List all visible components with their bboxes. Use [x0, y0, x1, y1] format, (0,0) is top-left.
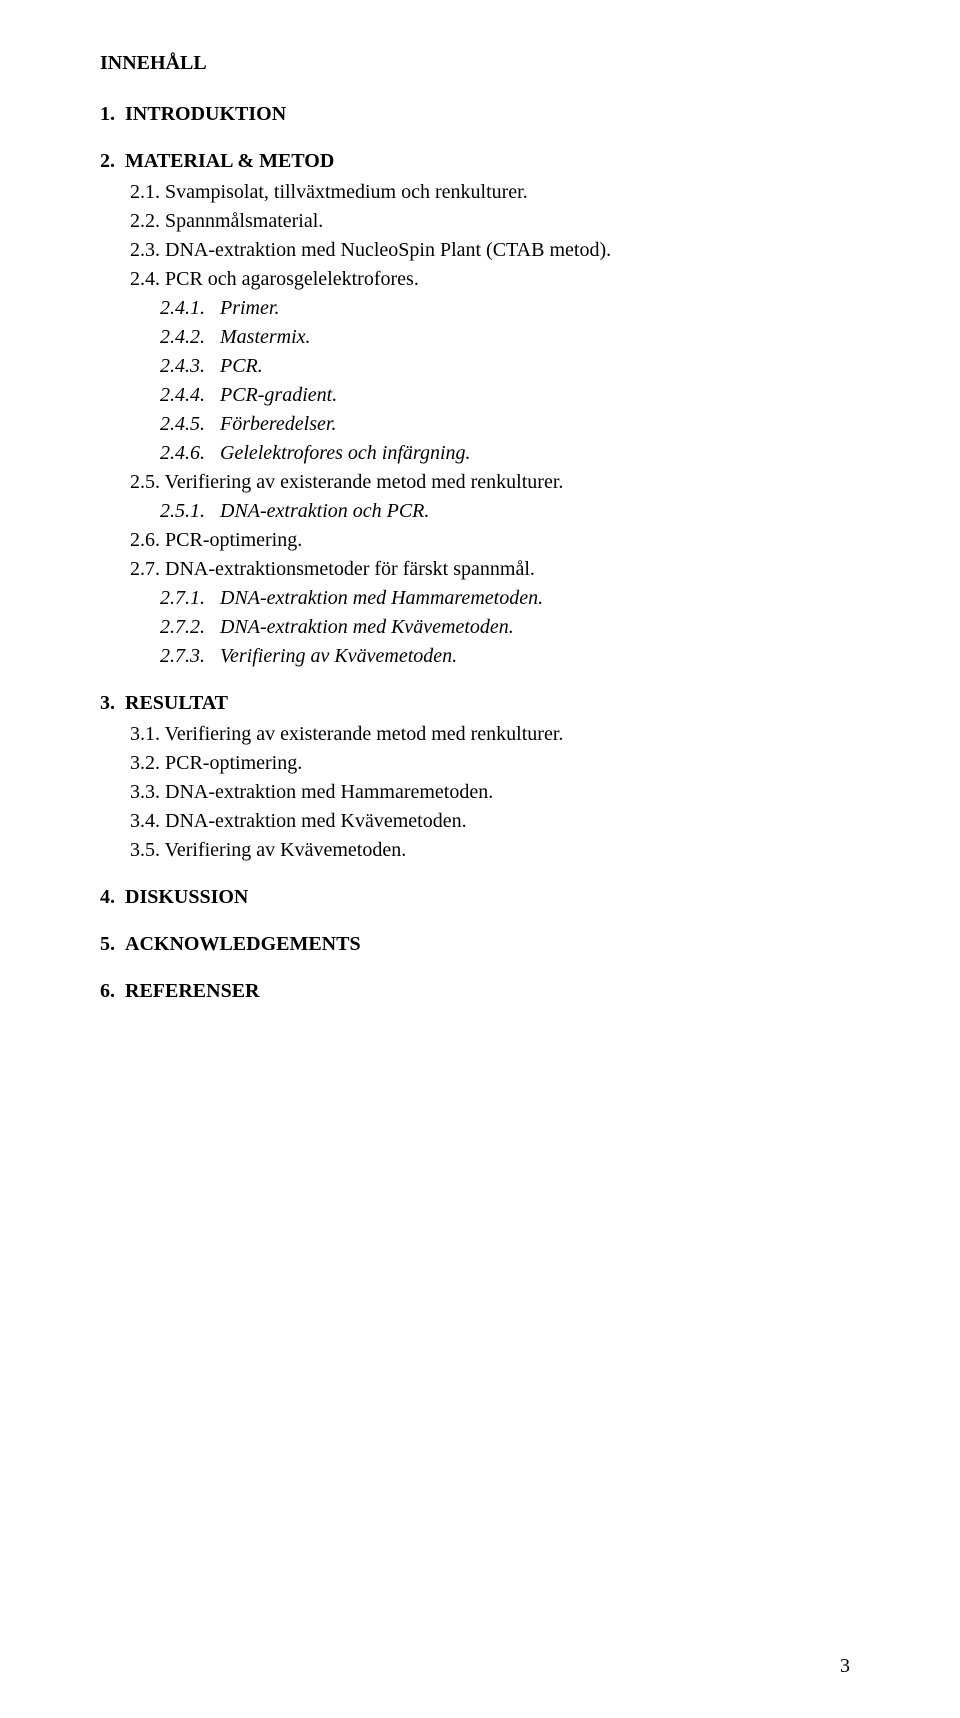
toc-subitem: 2.4.3. PCR.	[100, 353, 860, 380]
section-num: 6.	[100, 980, 115, 1002]
toc-section-1: 1. INTRODUKTION	[100, 101, 860, 128]
toc-subitem: 2.4.5. Förberedelser.	[100, 411, 860, 438]
toc-item: 2.3. DNA-extraktion med NucleoSpin Plant…	[100, 237, 860, 264]
section-title: MATERIAL & METOD	[125, 150, 334, 172]
toc-item: 2.5. Verifiering av existerande metod me…	[100, 469, 860, 496]
section-num: 4.	[100, 886, 115, 908]
toc-subitem: 2.5.1. DNA-extraktion och PCR.	[100, 498, 860, 525]
toc-subitem: 2.7.3. Verifiering av Kvävemetoden.	[100, 643, 860, 670]
toc-item: 2.7. DNA-extraktionsmetoder för färskt s…	[100, 556, 860, 583]
toc-subitem: 2.7.1. DNA-extraktion med Hammaremetoden…	[100, 585, 860, 612]
section-title: RESULTAT	[125, 692, 228, 714]
toc-subitem: 2.4.2. Mastermix.	[100, 324, 860, 351]
toc-item: 3.2. PCR-optimering.	[100, 750, 860, 777]
toc-subitem: 2.4.6. Gelelektrofores och infärgning.	[100, 440, 860, 467]
toc-section-2: 2. MATERIAL & METOD	[100, 148, 860, 175]
toc-item: 2.2. Spannmålsmaterial.	[100, 208, 860, 235]
section-title: INTRODUKTION	[125, 103, 286, 125]
toc-item: 3.3. DNA-extraktion med Hammaremetoden.	[100, 779, 860, 806]
toc-section-4: 4. DISKUSSION	[100, 884, 860, 911]
toc-section-3: 3. RESULTAT	[100, 690, 860, 717]
section-num: 2.	[100, 150, 115, 172]
toc-item: 3.4. DNA-extraktion med Kvävemetoden.	[100, 808, 860, 835]
toc-section-5: 5. ACKNOWLEDGEMENTS	[100, 931, 860, 958]
page-number: 3	[840, 1653, 850, 1680]
toc-item: 2.4. PCR och agarosgelelektrofores.	[100, 266, 860, 293]
toc-item: 3.5. Verifiering av Kvävemetoden.	[100, 837, 860, 864]
section-num: 1.	[100, 103, 115, 125]
toc-item: 2.6. PCR-optimering.	[100, 527, 860, 554]
section-num: 3.	[100, 692, 115, 714]
toc-subitem: 2.4.1. Primer.	[100, 295, 860, 322]
section-title: DISKUSSION	[125, 886, 248, 908]
toc-subitem: 2.4.4. PCR-gradient.	[100, 382, 860, 409]
toc-item: 2.1. Svampisolat, tillväxtmedium och ren…	[100, 179, 860, 206]
section-num: 5.	[100, 933, 115, 955]
page-title: INNEHÅLL	[100, 50, 860, 77]
toc-item: 3.1. Verifiering av existerande metod me…	[100, 721, 860, 748]
section-title: REFERENSER	[125, 980, 259, 1002]
section-title: ACKNOWLEDGEMENTS	[125, 933, 361, 955]
toc-section-6: 6. REFERENSER	[100, 978, 860, 1005]
toc-subitem: 2.7.2. DNA-extraktion med Kvävemetoden.	[100, 614, 860, 641]
